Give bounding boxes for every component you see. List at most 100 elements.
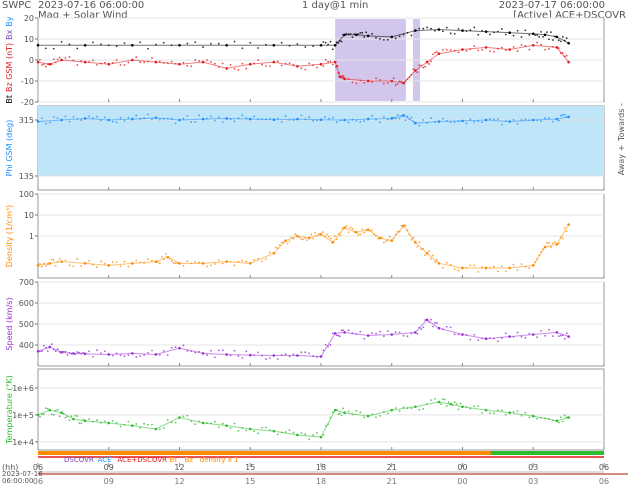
data-point [528, 416, 531, 419]
data-point [375, 234, 377, 237]
data-point [469, 338, 472, 341]
data-point [469, 407, 472, 410]
data-point [355, 119, 358, 122]
data-point [241, 427, 244, 430]
data-point [373, 233, 375, 236]
data-point [331, 63, 334, 66]
data-point [371, 332, 373, 334]
data-point [229, 260, 232, 263]
data-point [296, 117, 299, 121]
data-point [327, 60, 329, 63]
data-point [534, 34, 537, 37]
data-point [272, 252, 276, 255]
data-point [353, 33, 356, 35]
panel-speed: 700 600 500 400 Speed (km/s) [5, 278, 605, 367]
data-point [304, 237, 307, 240]
data-point [310, 233, 313, 236]
end-time: 2023-07-17 06:00:00 [498, 0, 605, 11]
data-point [516, 29, 519, 32]
data-point [261, 260, 263, 263]
data-point [66, 415, 69, 418]
data-point [99, 43, 102, 46]
data-point [366, 228, 370, 231]
data-point [457, 120, 460, 123]
data-point [269, 65, 271, 68]
data-point [357, 33, 360, 35]
data-point [41, 412, 43, 415]
data-point [359, 120, 362, 123]
data-point [284, 62, 287, 65]
data-point [248, 117, 252, 121]
data-point [221, 422, 224, 425]
x-tick-label: 15 [245, 463, 255, 472]
data-point [206, 422, 208, 424]
data-point [241, 114, 244, 117]
data-point [296, 433, 299, 437]
data-point [392, 237, 395, 240]
data-point [543, 33, 547, 37]
data-point [160, 256, 163, 259]
data-point [561, 420, 564, 423]
data-point [64, 57, 67, 59]
data-point [265, 118, 267, 121]
data-point [528, 48, 531, 51]
data-point [536, 417, 539, 420]
data-point [400, 224, 403, 227]
data-point [416, 245, 419, 248]
data-point [453, 401, 456, 404]
data-point [253, 115, 256, 118]
data-point [174, 262, 177, 265]
data-point [327, 235, 330, 238]
data-point [41, 117, 43, 120]
data-point [319, 44, 323, 47]
data-point [83, 44, 87, 47]
data-point [390, 239, 394, 242]
data-point [340, 75, 343, 78]
bottom-time: 06:00:00 [2, 477, 33, 485]
data-point [477, 120, 480, 123]
data-point [382, 115, 385, 118]
data-point [304, 351, 307, 354]
data-point [103, 420, 106, 423]
data-point [347, 121, 350, 124]
data-point [449, 402, 453, 406]
data-point [477, 49, 480, 52]
data-point [379, 414, 381, 417]
data-point [524, 29, 527, 32]
data-point [99, 421, 102, 424]
data-point [83, 117, 87, 120]
data-point [210, 349, 212, 352]
data-point [166, 117, 169, 120]
data-point [80, 352, 83, 355]
data-point [210, 264, 212, 267]
data-point [135, 259, 138, 262]
data-point [422, 119, 425, 121]
data-point [340, 329, 343, 332]
data-point [319, 435, 323, 439]
data-point [546, 242, 548, 244]
away-label: Away + [617, 145, 626, 176]
data-point [338, 39, 341, 42]
data-point [418, 408, 421, 411]
data-point [213, 356, 216, 359]
data-point [123, 42, 126, 45]
data-point [158, 353, 161, 356]
data-point [338, 335, 341, 338]
data-point [386, 38, 389, 41]
time-axis: (hh) 060609091212151518182121000003030606… [2, 463, 628, 485]
data-point [567, 223, 570, 226]
data-point [64, 350, 67, 353]
data-point [398, 117, 401, 120]
data-point [555, 35, 559, 39]
data-point [107, 264, 111, 267]
data-point [428, 63, 430, 65]
data-point [265, 65, 267, 67]
data-point [390, 408, 394, 412]
data-point [359, 330, 362, 333]
data-point [68, 43, 71, 46]
data-point [272, 44, 276, 47]
start-time: 2023-07-16 06:00:00 [38, 0, 145, 11]
data-point [296, 354, 299, 357]
data-point [567, 335, 570, 338]
data-point [312, 237, 315, 240]
